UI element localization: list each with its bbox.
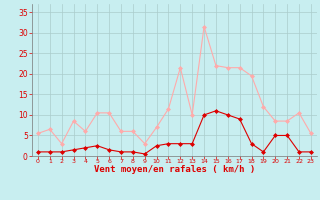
X-axis label: Vent moyen/en rafales ( km/h ): Vent moyen/en rafales ( km/h )	[94, 165, 255, 174]
